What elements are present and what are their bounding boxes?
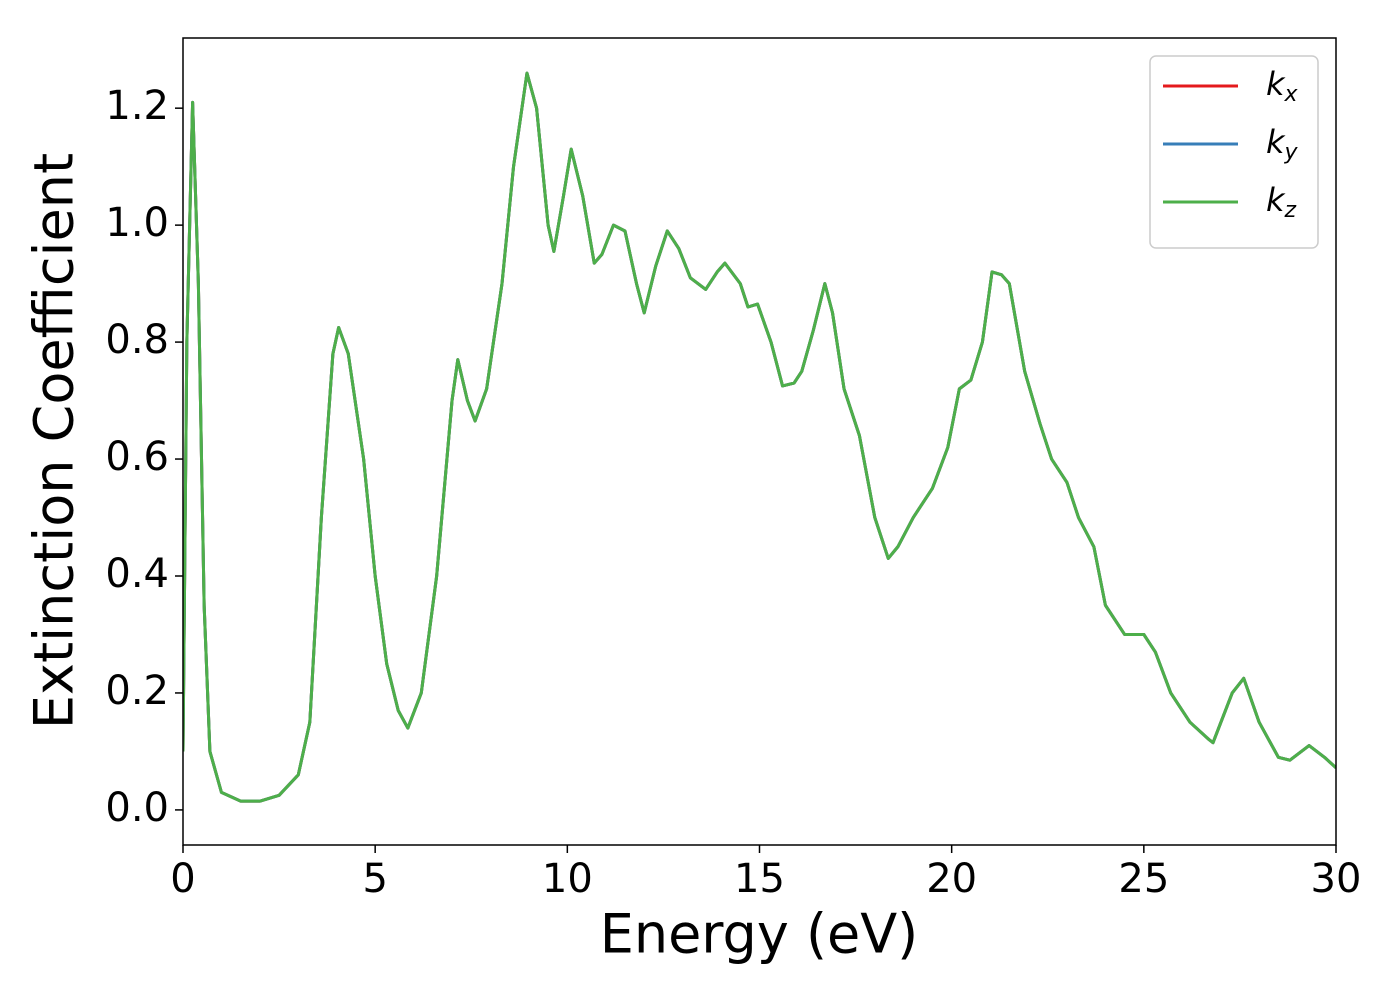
y-tick-label: 0.6 — [105, 434, 169, 480]
x-tick-label: 20 — [926, 856, 977, 902]
legend-label: kx — [1266, 65, 1299, 107]
y-axis-label: Extinction Coefficient — [23, 153, 86, 729]
y-tick-label: 1.2 — [105, 83, 169, 129]
x-tick-label: 25 — [1118, 856, 1169, 902]
y-tick-label: 1.0 — [105, 200, 169, 246]
y-tick-label: 0.8 — [105, 317, 169, 363]
y-tick-label: 0.2 — [105, 668, 169, 714]
x-tick-label: 30 — [1311, 856, 1362, 902]
legend-label: kz — [1266, 181, 1297, 223]
y-tick-label: 0.4 — [105, 551, 169, 597]
y-tick-label: 0.0 — [105, 785, 169, 831]
x-tick-label: 5 — [362, 856, 387, 902]
legend-box — [1149, 55, 1319, 249]
x-tick-label: 0 — [170, 856, 195, 902]
x-tick-label: 15 — [734, 856, 785, 902]
series-line — [183, 71, 1336, 803]
x-tick-label: 10 — [542, 856, 593, 902]
plot-frame — [182, 37, 1337, 846]
x-axis-label: Energy (eV) — [600, 903, 919, 966]
legend-label: ky — [1266, 123, 1299, 165]
